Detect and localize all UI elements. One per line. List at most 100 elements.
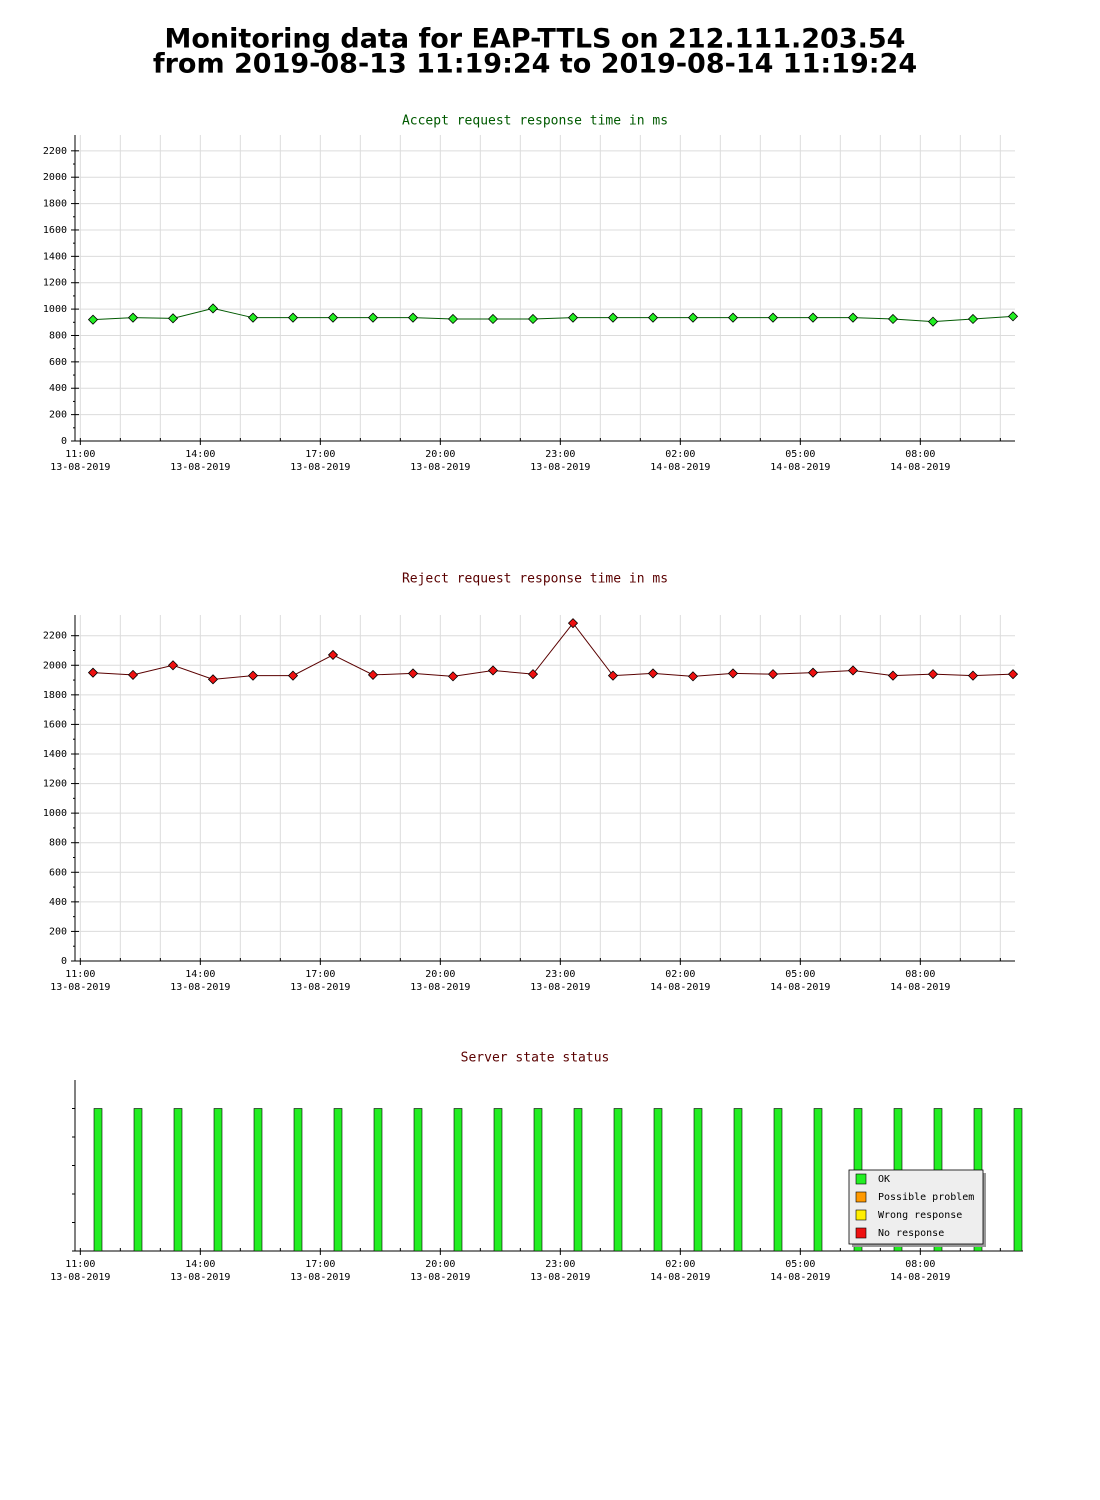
marker: [167, 313, 179, 324]
marker: [647, 668, 659, 679]
x-tick-date: 14-08-2019: [650, 1272, 710, 1283]
y-tick-label: 2200: [43, 631, 67, 642]
x-tick-date: 13-08-2019: [170, 462, 230, 473]
x-tick-label: 11:00: [65, 969, 95, 980]
bar: [413, 1108, 423, 1252]
marker: [287, 670, 299, 681]
x-tick-label: 23:00: [545, 969, 575, 980]
marker: [807, 312, 819, 323]
bar: [373, 1108, 383, 1252]
marker: [447, 313, 459, 325]
marker: [687, 312, 699, 323]
marker: [767, 312, 779, 323]
x-tick-label: 08:00: [905, 449, 935, 460]
x-tick-date: 13-08-2019: [50, 982, 110, 993]
marker: [407, 668, 419, 679]
y-tick-label: 1000: [43, 304, 67, 315]
marker: [487, 665, 499, 676]
marker: [1007, 669, 1019, 680]
y-tick-label: 800: [49, 838, 67, 849]
marker: [247, 670, 259, 681]
x-tick-label: 14:00: [185, 969, 215, 980]
y-tick-label: 200: [49, 410, 67, 421]
marker: [527, 313, 539, 325]
marker: [887, 313, 899, 325]
x-tick-date: 14-08-2019: [650, 462, 710, 473]
x-tick-date: 13-08-2019: [290, 1272, 350, 1283]
x-tick-label: 17:00: [305, 969, 335, 980]
y-tick-label: 1800: [43, 690, 67, 701]
chart-title: Accept request response time in ms: [402, 114, 668, 129]
x-tick-label: 11:00: [65, 449, 95, 460]
x-tick-date: 13-08-2019: [410, 982, 470, 993]
y-tick-label: 1400: [43, 749, 67, 760]
marker: [567, 618, 579, 629]
y-tick-label: 600: [49, 357, 67, 368]
legend-label: Wrong response: [878, 1210, 962, 1221]
x-tick-label: 20:00: [425, 1259, 455, 1270]
x-tick-date: 14-08-2019: [770, 1272, 830, 1283]
marker: [607, 312, 619, 323]
marker: [367, 312, 379, 323]
marker: [327, 312, 339, 323]
marker: [727, 668, 739, 679]
x-tick-date: 13-08-2019: [170, 1272, 230, 1283]
marker: [487, 313, 499, 325]
x-tick-date: 13-08-2019: [50, 462, 110, 473]
bar: [173, 1108, 183, 1252]
x-tick-date: 13-08-2019: [290, 982, 350, 993]
marker: [247, 312, 259, 323]
x-tick-label: 20:00: [425, 969, 455, 980]
marker: [87, 314, 99, 325]
x-tick-date: 13-08-2019: [530, 982, 590, 993]
marker: [167, 660, 179, 671]
marker: [887, 670, 899, 681]
y-tick-label: 1200: [43, 278, 67, 289]
x-tick-date: 14-08-2019: [770, 982, 830, 993]
x-tick-date: 13-08-2019: [410, 462, 470, 473]
marker: [607, 670, 619, 681]
bar: [133, 1108, 143, 1252]
x-tick-label: 17:00: [305, 1259, 335, 1270]
bar: [733, 1108, 743, 1252]
x-tick-label: 23:00: [545, 449, 575, 460]
marker: [287, 312, 299, 323]
bar: [1013, 1108, 1023, 1252]
x-tick-label: 08:00: [905, 969, 935, 980]
y-tick-label: 0: [61, 956, 67, 967]
y-tick-label: 1600: [43, 225, 67, 236]
x-tick-label: 02:00: [665, 1259, 695, 1270]
marker: [807, 667, 819, 678]
x-tick-label: 05:00: [785, 969, 815, 980]
legend-label: No response: [878, 1228, 944, 1239]
bar: [493, 1108, 503, 1252]
marker: [127, 669, 139, 680]
chart-title: Server state status: [461, 1051, 610, 1066]
x-tick-date: 13-08-2019: [530, 462, 590, 473]
marker: [407, 312, 419, 323]
marker: [727, 312, 739, 323]
marker: [207, 674, 219, 685]
line: [92, 622, 1014, 680]
y-tick-label: 200: [49, 926, 67, 937]
marker: [647, 312, 659, 323]
chart-title: Reject request response time in ms: [402, 572, 668, 587]
marker: [967, 670, 979, 681]
legend-label: Possible problem: [878, 1192, 974, 1203]
y-tick-label: 400: [49, 897, 67, 908]
marker: [87, 667, 99, 678]
marker: [127, 312, 139, 323]
bar: [293, 1108, 303, 1252]
x-tick-label: 20:00: [425, 449, 455, 460]
x-tick-date: 13-08-2019: [170, 982, 230, 993]
x-tick-date: 14-08-2019: [890, 1272, 950, 1283]
y-tick-label: 2200: [43, 146, 67, 157]
page-subtitle: from 2019-08-13 11:19:24 to 2019-08-14 1…: [153, 49, 917, 80]
marker: [847, 665, 859, 676]
x-tick-label: 02:00: [665, 449, 695, 460]
legend-swatch: [855, 1173, 867, 1185]
line: [92, 307, 1014, 323]
x-tick-label: 05:00: [785, 449, 815, 460]
marker: [527, 669, 539, 680]
